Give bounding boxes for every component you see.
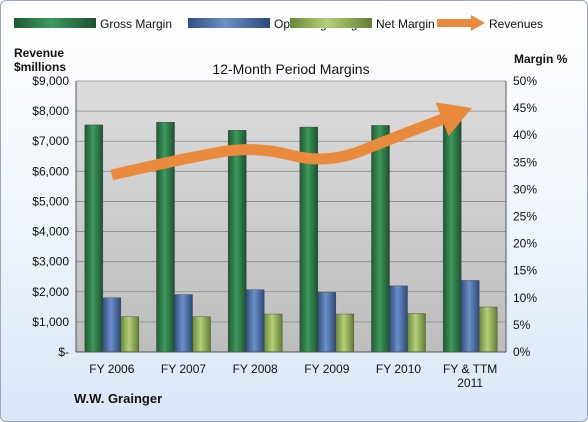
bar-operating-margin — [174, 294, 193, 353]
bars-group — [84, 117, 498, 353]
legend-arrow-head-revenues — [471, 15, 485, 31]
bar-operating-margin — [102, 297, 122, 353]
x-tick-label: FY & TTM — [443, 362, 497, 376]
bar-gross-margin — [84, 124, 104, 353]
gridlines — [76, 80, 506, 323]
company-label: W.W. Grainger — [74, 391, 162, 406]
bar-operating-margin — [317, 292, 337, 353]
left-tick-label: $7,000 — [32, 134, 69, 148]
left-tick-label: $1,000 — [32, 315, 69, 329]
revenue-arrow-head — [435, 102, 473, 137]
revenue-series — [110, 102, 473, 181]
bar-gross-margin — [371, 125, 390, 353]
axes-group: $- $1,000 $2,000 $3,000 $4,000 $5,000 $6,000 $7… — [32, 74, 537, 390]
chart-title: 12-Month Period Margins — [212, 61, 369, 77]
left-tick-label: $9,000 — [32, 74, 69, 88]
legend-swatch-operating-margin — [188, 18, 270, 28]
right-axis-label: Margin % — [514, 52, 568, 66]
bar-gross-margin — [227, 130, 247, 353]
left-axis-label-line1: Revenue — [14, 46, 64, 60]
x-tick-label: FY 2010 — [376, 362, 421, 376]
bar-net-margin — [263, 313, 283, 353]
right-tick-label: 50% — [513, 74, 537, 88]
legend: Gross Margin Operating Margin Net Margin… — [14, 15, 543, 31]
left-tick-label: $8,000 — [32, 104, 69, 118]
right-tick-label: 35% — [513, 155, 537, 169]
left-tick-label: $3,000 — [32, 255, 69, 269]
right-tick-label: 5% — [513, 318, 531, 332]
right-tick-label: 25% — [513, 210, 537, 224]
right-tick-label: 20% — [513, 237, 537, 251]
right-tick-label: 30% — [513, 182, 537, 196]
left-tick-label: $- — [58, 345, 69, 359]
bar-net-margin — [120, 316, 140, 353]
x-tick-label: 2011 — [457, 376, 483, 390]
bar-operating-margin — [245, 289, 265, 353]
right-tick-label: 45% — [513, 101, 537, 115]
legend-label-revenues: Revenues — [489, 17, 543, 31]
right-tick-label: 10% — [513, 291, 537, 305]
bar-gross-margin — [442, 117, 462, 353]
revenue-line — [110, 114, 445, 181]
bar-net-margin — [407, 313, 426, 353]
left-tick-label: $6,000 — [32, 164, 69, 178]
legend-label-gross-margin: Gross Margin — [100, 17, 172, 31]
left-tick-label: $5,000 — [32, 194, 69, 208]
left-tick-label: $4,000 — [32, 225, 69, 239]
bar-net-margin — [478, 306, 498, 353]
bar-net-margin — [335, 313, 355, 353]
right-tick-label: 15% — [513, 264, 537, 278]
x-tick-label: FY 2009 — [304, 362, 349, 376]
legend-label-net-margin: Net Margin — [376, 17, 435, 31]
bar-operating-margin — [389, 285, 408, 353]
x-tick-label: FY 2008 — [233, 362, 278, 376]
legend-swatch-net-margin — [290, 18, 372, 28]
right-tick-label: 0% — [513, 345, 531, 359]
legend-swatch-gross-margin — [14, 18, 96, 28]
right-tick-label: 40% — [513, 128, 537, 142]
x-tick-label: FY 2007 — [161, 362, 206, 376]
bar-operating-margin — [460, 280, 480, 353]
bar-net-margin — [192, 316, 211, 353]
left-axis-label-line2: $millions — [14, 60, 66, 74]
x-tick-label: FY 2006 — [89, 362, 134, 376]
left-tick-label: $2,000 — [32, 285, 69, 299]
